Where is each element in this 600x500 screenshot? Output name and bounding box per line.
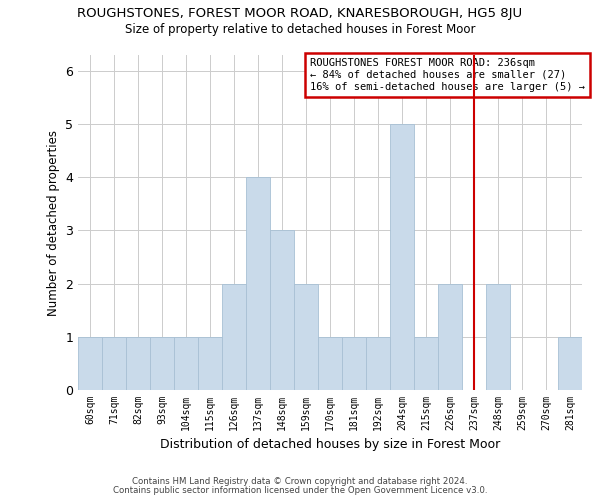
X-axis label: Distribution of detached houses by size in Forest Moor: Distribution of detached houses by size … bbox=[160, 438, 500, 452]
Bar bbox=[246, 178, 270, 390]
Text: ROUGHSTONES, FOREST MOOR ROAD, KNARESBOROUGH, HG5 8JU: ROUGHSTONES, FOREST MOOR ROAD, KNARESBOR… bbox=[77, 8, 523, 20]
Bar bbox=[438, 284, 462, 390]
Bar bbox=[414, 337, 438, 390]
Bar bbox=[150, 337, 174, 390]
Y-axis label: Number of detached properties: Number of detached properties bbox=[47, 130, 59, 316]
Bar bbox=[174, 337, 198, 390]
Bar bbox=[102, 337, 126, 390]
Bar bbox=[486, 284, 510, 390]
Bar bbox=[78, 337, 102, 390]
Bar bbox=[390, 124, 414, 390]
Bar bbox=[294, 284, 318, 390]
Bar bbox=[126, 337, 150, 390]
Bar bbox=[222, 284, 246, 390]
Bar bbox=[366, 337, 390, 390]
Text: Contains public sector information licensed under the Open Government Licence v3: Contains public sector information licen… bbox=[113, 486, 487, 495]
Text: Size of property relative to detached houses in Forest Moor: Size of property relative to detached ho… bbox=[125, 22, 475, 36]
Bar bbox=[198, 337, 222, 390]
Bar bbox=[342, 337, 366, 390]
Bar bbox=[558, 337, 582, 390]
Text: Contains HM Land Registry data © Crown copyright and database right 2024.: Contains HM Land Registry data © Crown c… bbox=[132, 477, 468, 486]
Bar bbox=[318, 337, 342, 390]
Text: ROUGHSTONES FOREST MOOR ROAD: 236sqm
← 84% of detached houses are smaller (27)
1: ROUGHSTONES FOREST MOOR ROAD: 236sqm ← 8… bbox=[310, 58, 585, 92]
Bar bbox=[270, 230, 294, 390]
